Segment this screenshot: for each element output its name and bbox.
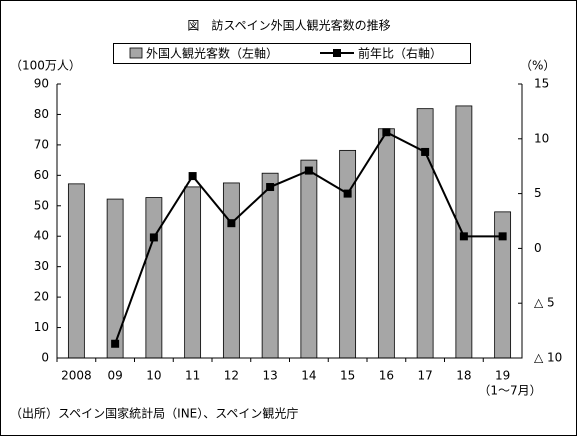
y-tick-label: 40 [34, 229, 49, 243]
y-tick-label: 70 [34, 137, 49, 151]
bar [184, 186, 202, 359]
bar [106, 198, 124, 359]
x-tick-label: 13 [262, 369, 277, 383]
x-tick-label: 09 [107, 369, 122, 383]
x-tick-label: 15 [340, 369, 355, 383]
bar [416, 108, 434, 359]
marker [343, 189, 352, 198]
x-tick-label: 10 [146, 369, 161, 383]
legend-swatch [129, 47, 143, 59]
marker [304, 166, 313, 175]
annotation: （1～7月） [478, 384, 541, 398]
y-tick-label: 30 [34, 259, 49, 273]
x-tick-label: 19 [495, 369, 510, 383]
y-tick-label: 10 [34, 320, 49, 334]
bar [455, 105, 473, 359]
marker [266, 183, 275, 192]
marker [188, 172, 197, 181]
y-tick-label: 90 [34, 77, 49, 91]
y2-tick-label: 10 [534, 131, 549, 145]
y2-tick-label: △ 5 [534, 296, 555, 310]
bar [145, 197, 163, 359]
legend-box [113, 43, 471, 64]
y-tick-label: 0 [41, 351, 49, 365]
bar [67, 183, 85, 359]
marker [459, 232, 468, 241]
bar [377, 128, 395, 359]
bar [300, 159, 318, 359]
x-tick-label: 18 [456, 369, 471, 383]
y2-tick-label: △ 10 [534, 351, 562, 365]
x-tick-label: 14 [301, 369, 316, 383]
y-tick-label: 60 [34, 168, 49, 182]
source: （出所）スペイン国家統計局（INE）、スペイン観光庁 [10, 406, 298, 421]
marker [498, 232, 507, 241]
legend-label: 外国人観光客数（左軸） [146, 46, 278, 61]
marker [111, 339, 120, 348]
y2-tick-label: 15 [534, 77, 549, 91]
legend-label: 前年比（右軸） [358, 46, 442, 61]
x-tick-label: 16 [379, 369, 394, 383]
y2-tick-label: 0 [534, 241, 542, 255]
y-tick-label: 20 [34, 290, 49, 304]
marker [227, 219, 236, 228]
marker [421, 147, 430, 156]
marker [382, 128, 391, 137]
y2-axis-label: （%） [520, 59, 555, 73]
marker [149, 233, 158, 242]
legend-marker [333, 49, 341, 57]
x-tick-label: 17 [417, 369, 432, 383]
y2-tick-label: 5 [534, 186, 542, 200]
x-tick-label: 12 [224, 369, 239, 383]
x-tick-label: 11 [185, 369, 200, 383]
chart-title: 図 訪スペイン外国人観光客数の推移 [187, 18, 390, 33]
y-tick-label: 80 [34, 107, 49, 121]
y-tick-label: 50 [34, 198, 49, 212]
bar [222, 182, 240, 359]
y-axis-label: （100万人） [10, 59, 81, 73]
bar [339, 149, 357, 359]
bar [261, 172, 279, 359]
x-tick-label: 2008 [61, 369, 92, 383]
